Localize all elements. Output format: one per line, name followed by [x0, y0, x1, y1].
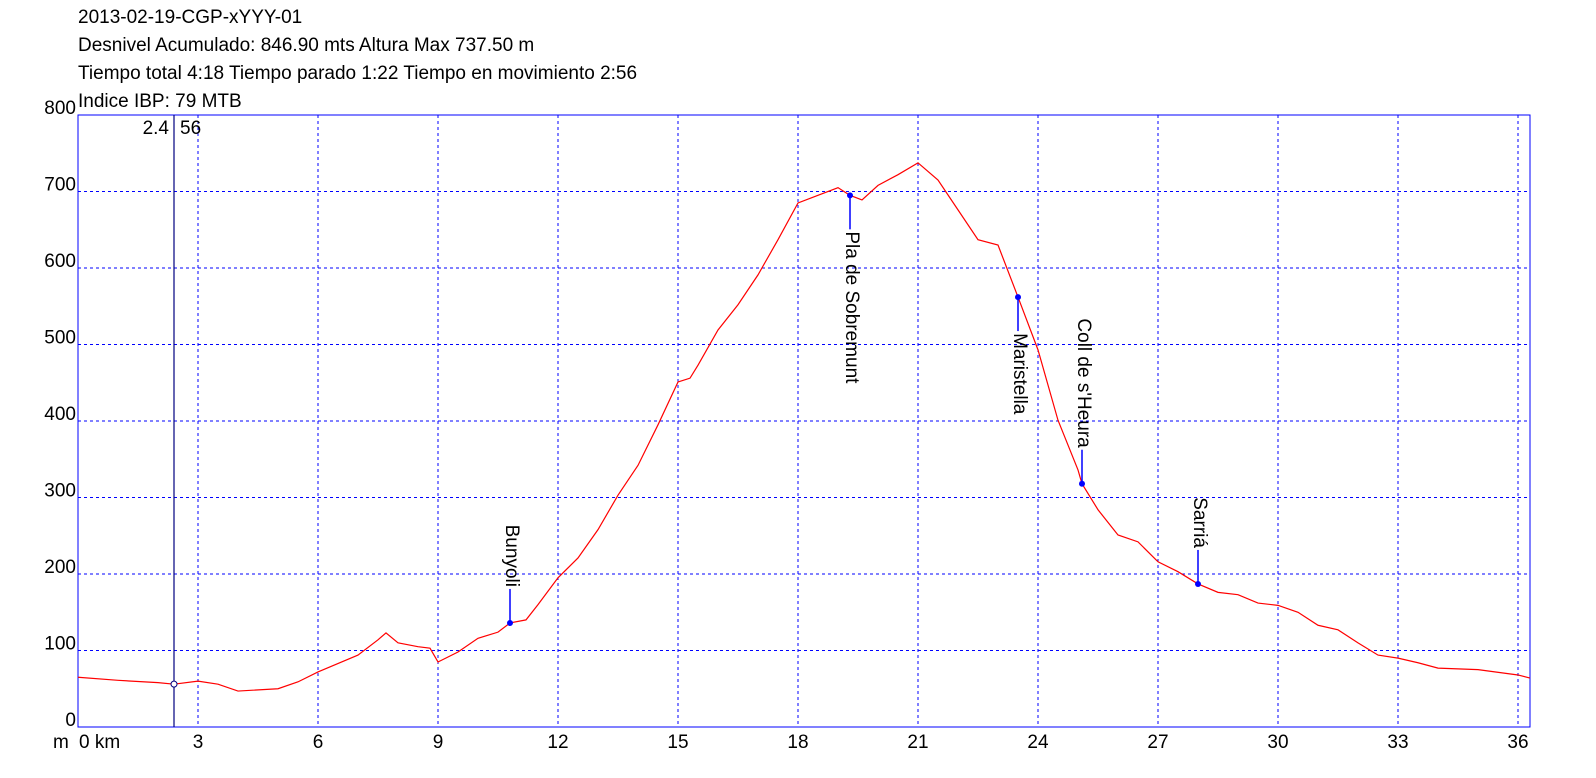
profile-line — [77, 162, 1531, 692]
cursor-x-label: 2.4 — [143, 118, 170, 139]
x-tick-label: 18 — [787, 732, 808, 753]
y-tick-label: 500 — [44, 328, 76, 349]
waypoint-marker — [847, 192, 853, 199]
x-tick-label: 21 — [907, 732, 928, 753]
x-tick-label: 33 — [1387, 732, 1408, 753]
y-axis-label: m — [53, 732, 69, 753]
title-line: 2013-02-19-CGP-xYYY-01 — [78, 7, 302, 28]
x-tick-label: 27 — [1147, 732, 1168, 753]
x-tick-label: 0 km — [79, 732, 120, 753]
waypoint-label: Bunyoli — [501, 525, 522, 587]
title-line: Indice IBP: 79 MTB — [78, 91, 242, 112]
y-tick-label: 200 — [44, 557, 76, 578]
x-tick-label: 12 — [547, 732, 568, 753]
waypoint-marker — [1079, 480, 1085, 487]
y-tick-label: 800 — [44, 98, 76, 119]
x-tick-label: 36 — [1507, 732, 1528, 753]
y-tick-label: 300 — [44, 481, 76, 502]
waypoint-label: Maristella — [1009, 333, 1030, 415]
title-line: Desnivel Acumulado: 846.90 mts Altura Ma… — [78, 35, 534, 56]
waypoint-label: Pla de Sobremunt — [841, 231, 862, 384]
cursor-y-label: 56 — [180, 118, 201, 139]
x-tick-label: 6 — [313, 732, 324, 753]
waypoint-label: Sarriá — [1189, 497, 1210, 548]
x-tick-label: 3 — [193, 732, 204, 753]
x-tick-label: 15 — [667, 732, 688, 753]
cursor-point — [170, 680, 178, 688]
waypoint-marker — [1015, 294, 1021, 301]
waypoint-marker — [1195, 580, 1201, 587]
y-tick-label: 700 — [44, 175, 76, 196]
waypoint-label: Coll de s'Heura — [1073, 318, 1094, 448]
title-line: Tiempo total 4:18 Tiempo parado 1:22 Tie… — [78, 63, 637, 84]
x-tick-label: 9 — [433, 732, 444, 753]
waypoint-marker — [507, 619, 513, 626]
x-tick-label: 30 — [1267, 732, 1288, 753]
y-tick-label: 600 — [44, 251, 76, 272]
y-tick-label: 100 — [44, 634, 76, 655]
y-tick-label: 400 — [44, 404, 76, 425]
x-tick-label: 24 — [1027, 732, 1049, 753]
y-tick-label: 0 — [65, 710, 76, 731]
plot-frame — [77, 114, 1531, 728]
